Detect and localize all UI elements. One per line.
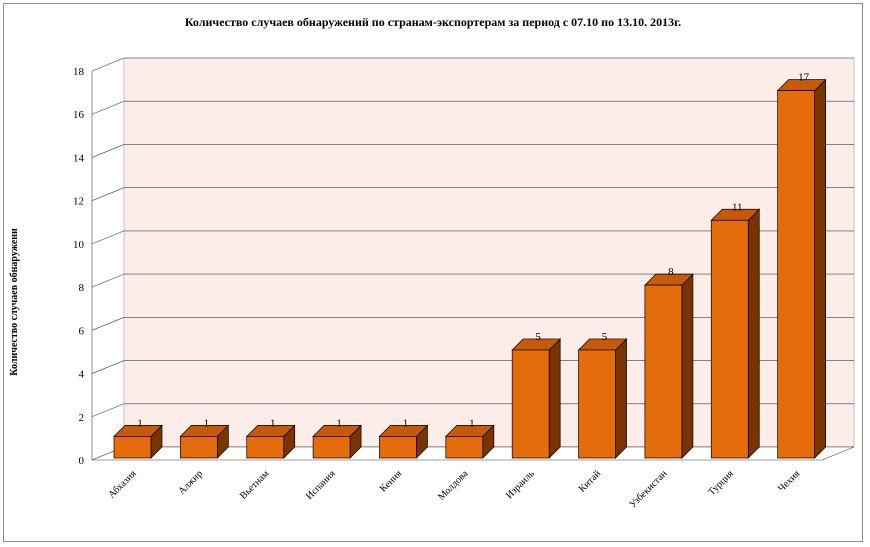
bar — [378, 424, 429, 459]
bar — [113, 424, 163, 459]
data-label: 1 — [336, 417, 342, 429]
x-tick-label: Кения — [378, 468, 404, 494]
bar-front — [445, 436, 484, 459]
bar-front — [710, 219, 749, 459]
data-label: 1 — [204, 417, 210, 429]
bar-front — [246, 436, 285, 459]
bar-front — [379, 436, 417, 459]
gridline-diagonal — [91, 230, 125, 245]
bar-chart: Количество случаев обнаружений по страна… — [9, 15, 855, 511]
chart-title: Количество случаев обнаружений по страна… — [185, 15, 681, 29]
y-tick-label: 12 — [73, 196, 84, 208]
y-tick-label: 0 — [79, 455, 85, 467]
bar — [776, 78, 827, 459]
gridline-diagonal — [91, 317, 125, 331]
y-tick-label: 8 — [79, 282, 85, 294]
bar — [710, 208, 761, 459]
data-label: 11 — [732, 201, 743, 213]
gridline-diagonal — [91, 403, 125, 418]
x-tick-label: Молдова — [436, 468, 471, 503]
bar — [179, 424, 230, 459]
bar — [444, 424, 495, 459]
gridline-diagonal — [91, 187, 125, 201]
bar — [644, 273, 694, 459]
data-label: 1 — [403, 417, 409, 429]
plot-area: 0246810121416181Абхазия1Алжир1Вьетнам1Ис… — [73, 57, 855, 511]
y-tick-label: 14 — [73, 152, 85, 164]
y-tick-label: 10 — [73, 239, 85, 251]
x-tick-label: Чехия — [776, 468, 802, 494]
chart-frame: Количество случаев обнаружений по страна… — [3, 3, 863, 542]
x-tick-label: Китай — [577, 468, 604, 495]
data-label: 5 — [602, 331, 608, 343]
gridline-diagonal — [91, 360, 125, 374]
data-label: 1 — [469, 417, 475, 429]
y-tick-label: 16 — [73, 109, 85, 121]
data-label: 17 — [798, 72, 810, 84]
bar-front — [578, 349, 616, 459]
y-tick-label: 18 — [73, 66, 85, 78]
bar-side — [814, 78, 826, 459]
x-tick-label: Алжир — [176, 468, 205, 497]
bar-front — [312, 436, 351, 459]
data-label: 1 — [270, 417, 276, 429]
bar-front — [777, 90, 815, 459]
bar-side — [747, 208, 760, 459]
bar-front — [180, 436, 218, 459]
bar-front — [644, 284, 683, 459]
data-label: 8 — [668, 266, 674, 278]
x-tick-label: Испания — [304, 468, 338, 502]
y-tick-label: 4 — [79, 369, 85, 381]
y-tick-label: 6 — [79, 325, 85, 337]
bar-side — [681, 273, 694, 459]
data-label: 1 — [137, 417, 143, 429]
y-axis-label: Количество случаев обнаружени — [9, 228, 20, 376]
bar — [312, 424, 362, 459]
x-tick-label: Израиль — [504, 468, 537, 501]
gridline-diagonal — [91, 100, 125, 115]
x-tick-label: Вьетнам — [238, 468, 272, 502]
y-tick-label: 2 — [79, 412, 85, 424]
gridline-diagonal — [91, 273, 125, 288]
gridline-diagonal — [91, 144, 125, 158]
bar-side — [548, 338, 561, 459]
x-tick-label: Абхазия — [106, 468, 139, 501]
bar — [245, 424, 296, 459]
x-tick-label: Турция — [706, 468, 736, 498]
data-label: 5 — [535, 331, 541, 343]
bar-front — [113, 436, 152, 459]
x-tick-label: Узбекистан — [627, 468, 670, 511]
gridline-diagonal — [91, 57, 125, 72]
bar — [577, 338, 628, 459]
bar-side — [615, 338, 627, 459]
bar-front — [511, 349, 550, 459]
bar — [511, 338, 562, 459]
